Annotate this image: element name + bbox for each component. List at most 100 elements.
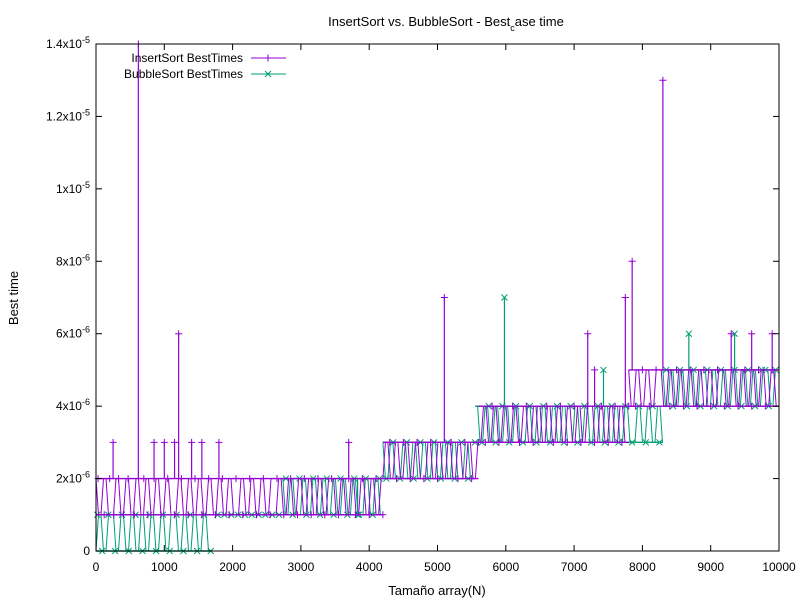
data-point [399,438,407,446]
data-point [119,511,127,519]
data-point [280,511,288,519]
x-tick-label: 7000 [561,560,588,574]
data-point [685,330,693,338]
plot-frame [95,43,780,552]
data-point [755,366,763,374]
legend-label-insertsort: InsertSort BestTimes [131,51,243,65]
legend: InsertSort BestTimes BubbleSort BestTime… [124,51,286,81]
data-point [198,438,206,446]
data-point [748,330,756,338]
data-point [184,511,192,519]
data-point [215,438,223,446]
series-insertsort [94,40,779,519]
data-point [679,402,687,410]
data-point [171,438,179,446]
data-point [406,475,414,483]
x-tick-label: 1000 [151,560,178,574]
data-point [212,511,220,519]
data-point [110,511,118,519]
data-point [225,511,233,519]
data-point [218,475,226,483]
y-tick-label: 0 [83,544,90,558]
data-point [232,475,240,483]
data-point [246,475,254,483]
data-point [591,366,599,374]
data-point [307,511,315,519]
x-tick-label: 10000 [762,560,796,574]
x-tick-label: 3000 [288,560,315,574]
data-point [106,475,114,483]
legend-marker-bubblesort [264,70,272,78]
data-point [550,438,558,446]
x-axis-label: Tamaño array(N) [388,583,486,598]
data-point [365,511,373,519]
data-point [645,402,653,410]
data-point [591,438,599,446]
data-point [100,511,108,519]
data-point [600,366,607,374]
data-point [171,511,179,519]
x-tick-label: 5000 [424,560,451,574]
data-point [642,439,650,446]
data-point [618,438,626,446]
data-point [273,475,281,483]
data-point [693,402,701,410]
data-point [259,475,267,483]
data-point [597,402,605,410]
y-tick-label: 2x10-6 [56,470,90,486]
data-point [625,402,633,410]
data-point [124,475,132,483]
data-point [481,438,489,446]
data-point [144,511,152,519]
data-point [345,438,353,446]
x-tick-label: 0 [93,560,100,574]
data-point [157,511,165,519]
y-tick-label: 1x10-5 [56,180,90,196]
data-point [293,511,301,519]
data-point [495,438,503,446]
data-point [638,366,646,374]
data-point [563,438,571,446]
data-point [140,475,148,483]
data-point [628,439,636,446]
data-point [447,438,455,446]
data-point [529,438,537,446]
data-point [253,511,261,519]
data-point [328,475,336,483]
data-point [501,294,508,301]
data-point [440,294,448,301]
y-tick-label: 6x10-6 [56,325,90,341]
data-point [621,294,629,301]
data-point [700,366,708,374]
data-point [748,402,756,410]
data-point [115,475,123,483]
data-point [584,330,592,338]
data-point [656,439,663,446]
data-point [522,402,530,410]
data-point [761,402,769,410]
series-layer [94,40,779,555]
x-tick-label: 8000 [629,560,656,574]
data-point [386,438,394,446]
data-point [427,438,435,446]
data-point [666,402,674,410]
data-point [611,402,619,410]
data-point [714,366,722,374]
x-tick-label: 4000 [356,560,383,574]
y-tick-label: 4x10-6 [56,397,90,413]
data-point [720,402,728,410]
data-point [604,438,612,446]
data-point [393,475,401,483]
data-point [109,438,117,446]
data-point [468,475,476,483]
data-point [150,438,158,446]
data-point [198,511,206,519]
data-point [515,438,523,446]
data-point [488,402,496,410]
data-point [205,475,213,483]
data-point [314,475,322,483]
data-point [628,257,636,265]
data-point [652,366,660,374]
data-point [352,511,360,519]
